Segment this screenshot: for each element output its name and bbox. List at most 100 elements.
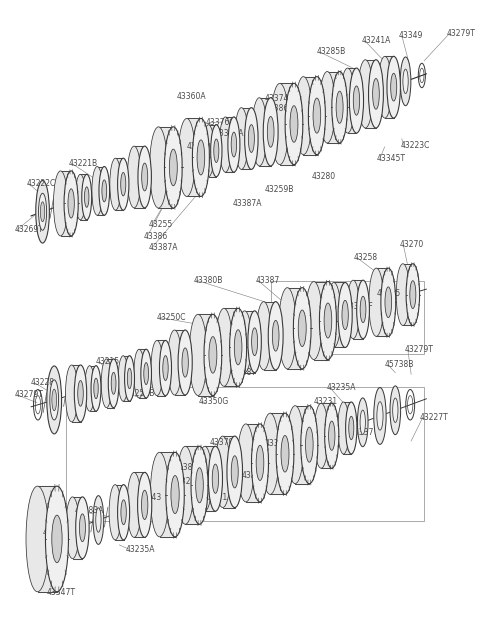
Polygon shape	[334, 283, 345, 347]
Text: 43263: 43263	[43, 528, 67, 537]
Ellipse shape	[84, 366, 95, 411]
Text: 43374: 43374	[265, 94, 289, 103]
Polygon shape	[223, 436, 235, 507]
Ellipse shape	[159, 340, 171, 396]
Polygon shape	[344, 402, 351, 454]
Ellipse shape	[150, 452, 168, 537]
Ellipse shape	[396, 264, 409, 326]
Ellipse shape	[191, 446, 208, 525]
Polygon shape	[385, 57, 394, 118]
Polygon shape	[37, 486, 57, 592]
Ellipse shape	[47, 366, 61, 434]
Ellipse shape	[320, 72, 335, 143]
Ellipse shape	[138, 146, 151, 208]
Ellipse shape	[40, 202, 45, 222]
Polygon shape	[185, 446, 200, 525]
Ellipse shape	[406, 264, 420, 326]
Text: 43241A: 43241A	[361, 36, 391, 45]
Ellipse shape	[138, 472, 152, 537]
Ellipse shape	[110, 158, 121, 210]
Ellipse shape	[285, 83, 303, 164]
Ellipse shape	[228, 117, 240, 172]
Polygon shape	[314, 281, 328, 359]
Ellipse shape	[263, 98, 278, 166]
Ellipse shape	[381, 268, 396, 337]
Ellipse shape	[94, 378, 98, 399]
Ellipse shape	[75, 175, 85, 220]
Ellipse shape	[163, 356, 168, 380]
Ellipse shape	[92, 166, 103, 215]
Ellipse shape	[391, 73, 396, 101]
Text: 43360A: 43360A	[177, 92, 206, 101]
Polygon shape	[175, 330, 185, 395]
Text: 43240: 43240	[177, 477, 201, 486]
Ellipse shape	[84, 187, 89, 207]
Text: 43370A: 43370A	[209, 438, 239, 447]
Polygon shape	[139, 349, 146, 398]
Polygon shape	[246, 424, 260, 502]
Polygon shape	[72, 365, 81, 422]
Ellipse shape	[410, 281, 416, 309]
Text: 43250C: 43250C	[156, 313, 186, 322]
Ellipse shape	[308, 77, 325, 154]
Text: 43255: 43255	[149, 220, 173, 229]
Ellipse shape	[385, 287, 392, 318]
Ellipse shape	[349, 68, 363, 133]
Text: 43222C: 43222C	[26, 179, 56, 188]
Ellipse shape	[245, 108, 258, 170]
Ellipse shape	[342, 300, 348, 330]
Text: 45738B: 45738B	[384, 360, 414, 369]
Ellipse shape	[229, 308, 247, 386]
Ellipse shape	[237, 424, 254, 502]
Ellipse shape	[287, 406, 304, 484]
Ellipse shape	[390, 386, 401, 434]
Ellipse shape	[349, 417, 354, 439]
Ellipse shape	[125, 356, 134, 401]
Ellipse shape	[109, 485, 121, 540]
Ellipse shape	[171, 476, 179, 514]
Ellipse shape	[252, 98, 267, 166]
Ellipse shape	[204, 314, 222, 396]
Ellipse shape	[192, 119, 209, 196]
Polygon shape	[97, 166, 104, 215]
Text: 43337: 43337	[350, 429, 374, 438]
Ellipse shape	[313, 98, 321, 133]
Ellipse shape	[64, 171, 78, 236]
Polygon shape	[116, 158, 123, 210]
Text: 43235A: 43235A	[125, 544, 155, 554]
Polygon shape	[365, 60, 376, 128]
Polygon shape	[259, 98, 271, 166]
Ellipse shape	[102, 180, 107, 202]
Ellipse shape	[360, 410, 365, 434]
Ellipse shape	[377, 402, 383, 430]
Polygon shape	[80, 175, 87, 220]
Ellipse shape	[118, 158, 129, 210]
Text: 43376C: 43376C	[205, 118, 235, 127]
Ellipse shape	[278, 288, 296, 369]
Ellipse shape	[374, 387, 386, 444]
Ellipse shape	[118, 356, 128, 401]
Ellipse shape	[212, 464, 218, 493]
Text: 43387: 43387	[232, 368, 257, 377]
Ellipse shape	[197, 140, 204, 175]
Ellipse shape	[36, 180, 49, 243]
Ellipse shape	[372, 79, 379, 109]
Text: 43386: 43386	[265, 104, 289, 113]
Text: 43259B: 43259B	[265, 185, 294, 194]
Ellipse shape	[198, 446, 212, 511]
Ellipse shape	[358, 398, 368, 446]
Ellipse shape	[324, 403, 339, 468]
Ellipse shape	[82, 175, 92, 220]
Ellipse shape	[340, 68, 355, 133]
Ellipse shape	[65, 365, 78, 422]
Ellipse shape	[378, 57, 392, 118]
Ellipse shape	[281, 436, 289, 472]
Ellipse shape	[121, 500, 126, 525]
Ellipse shape	[66, 497, 79, 559]
Ellipse shape	[74, 365, 87, 422]
Polygon shape	[348, 68, 357, 133]
Ellipse shape	[357, 280, 370, 338]
Ellipse shape	[219, 117, 231, 172]
Ellipse shape	[214, 139, 219, 163]
Ellipse shape	[150, 127, 168, 208]
